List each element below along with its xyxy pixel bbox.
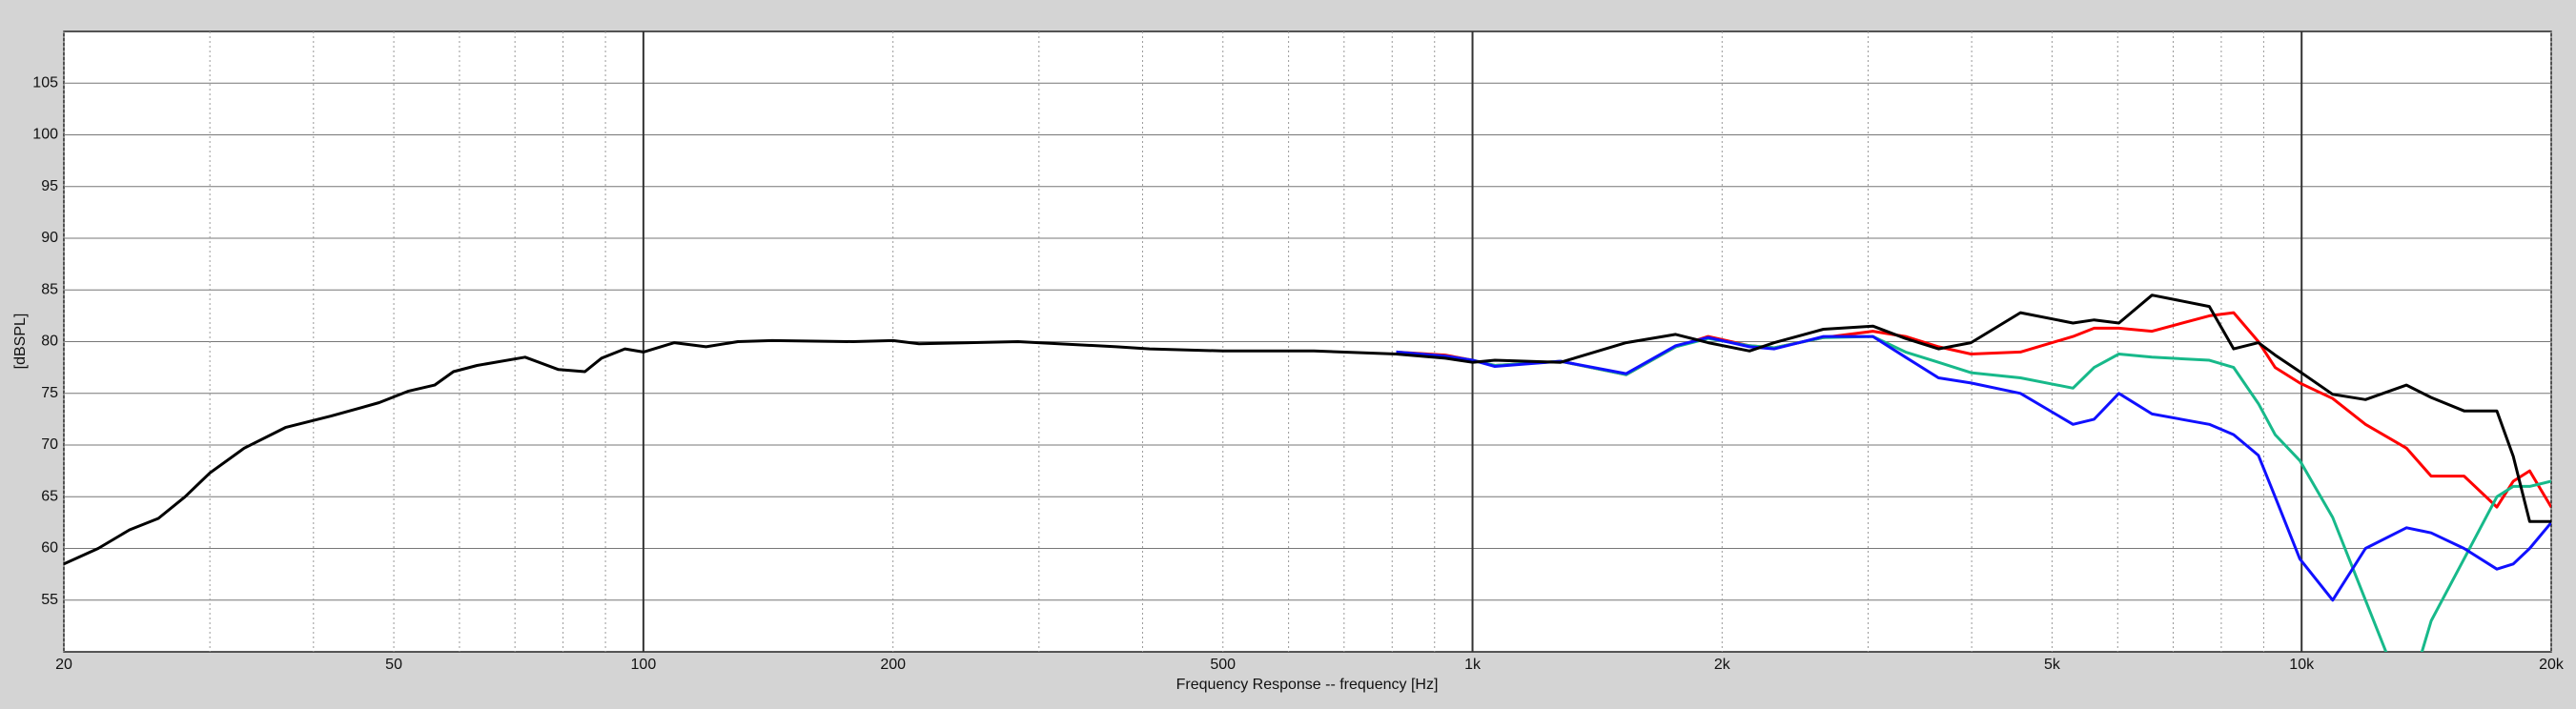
y-tick-label: 95: [41, 178, 58, 194]
y-tick-label: 100: [32, 127, 58, 143]
y-tick-label: 105: [32, 74, 58, 91]
y-tick-label: 75: [41, 385, 58, 401]
x-tick-label: 200: [880, 657, 906, 673]
x-tick-label: 20: [55, 657, 72, 673]
x-tick-label: 100: [631, 657, 657, 673]
y-tick-label: 60: [41, 540, 58, 557]
y-axis-label: [dBSPL]: [12, 314, 29, 370]
series-line: [64, 294, 2551, 566]
x-tick-label: 500: [1210, 657, 1236, 673]
x-tick-label: 1k: [1464, 657, 1482, 673]
y-tick-label: 65: [41, 488, 58, 504]
y-tick-label: 80: [41, 334, 58, 350]
x-tick-label: 2k: [1714, 657, 1731, 673]
x-tick-label: 5k: [2044, 657, 2061, 673]
y-tick-label: 70: [41, 436, 58, 453]
x-tick-label: 10k: [2289, 657, 2315, 673]
y-tick-label: 90: [41, 230, 58, 246]
x-tick-label: 50: [385, 657, 402, 673]
series-line: [1396, 334, 2551, 602]
y-tick-label: 85: [41, 281, 58, 297]
x-tick-label: 20k: [2539, 657, 2565, 673]
x-axis-label: Frequency Response -- frequency [Hz]: [1176, 677, 1439, 693]
y-tick-label: 55: [41, 592, 58, 608]
